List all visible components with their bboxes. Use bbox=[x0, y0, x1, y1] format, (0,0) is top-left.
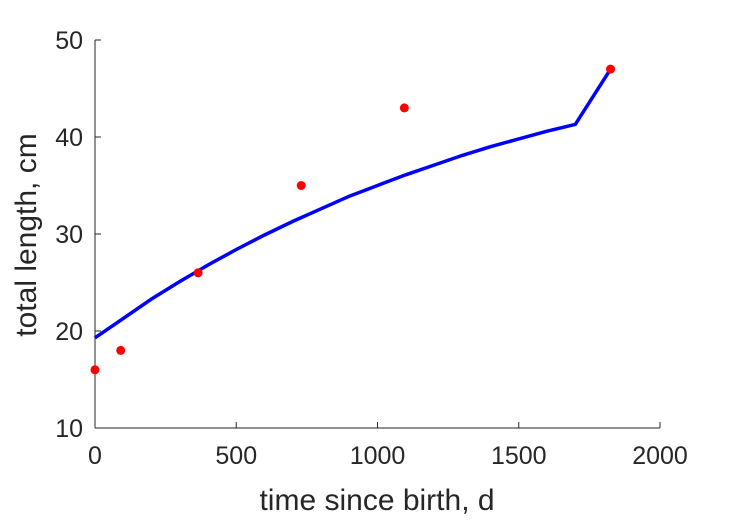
y-tick-label: 40 bbox=[55, 124, 83, 152]
x-tick-label: 1000 bbox=[350, 442, 406, 470]
fit-line bbox=[94, 68, 613, 340]
y-tick-label: 50 bbox=[55, 27, 83, 55]
plot-area bbox=[90, 64, 616, 375]
y-tick-label: 30 bbox=[55, 221, 83, 249]
x-tick-label: 500 bbox=[215, 442, 257, 470]
y-tick-label: 20 bbox=[55, 318, 83, 346]
data-point bbox=[296, 181, 306, 190]
data-point bbox=[399, 103, 409, 113]
x-tick-label: 0 bbox=[88, 442, 102, 470]
data-point bbox=[193, 268, 203, 278]
data-point bbox=[606, 64, 616, 74]
x-tick-label: 2000 bbox=[632, 442, 688, 470]
y-tick-label: 10 bbox=[55, 415, 83, 443]
y-axis-label: total length, cm bbox=[10, 133, 43, 336]
x-tick-label: 1500 bbox=[491, 442, 547, 470]
x-axis-label: time since birth, d bbox=[259, 484, 494, 517]
data-point bbox=[90, 365, 100, 375]
axes: 0 500 1000 1500 2000 10 20 30 40 50 bbox=[55, 27, 688, 470]
data-point bbox=[116, 345, 126, 355]
